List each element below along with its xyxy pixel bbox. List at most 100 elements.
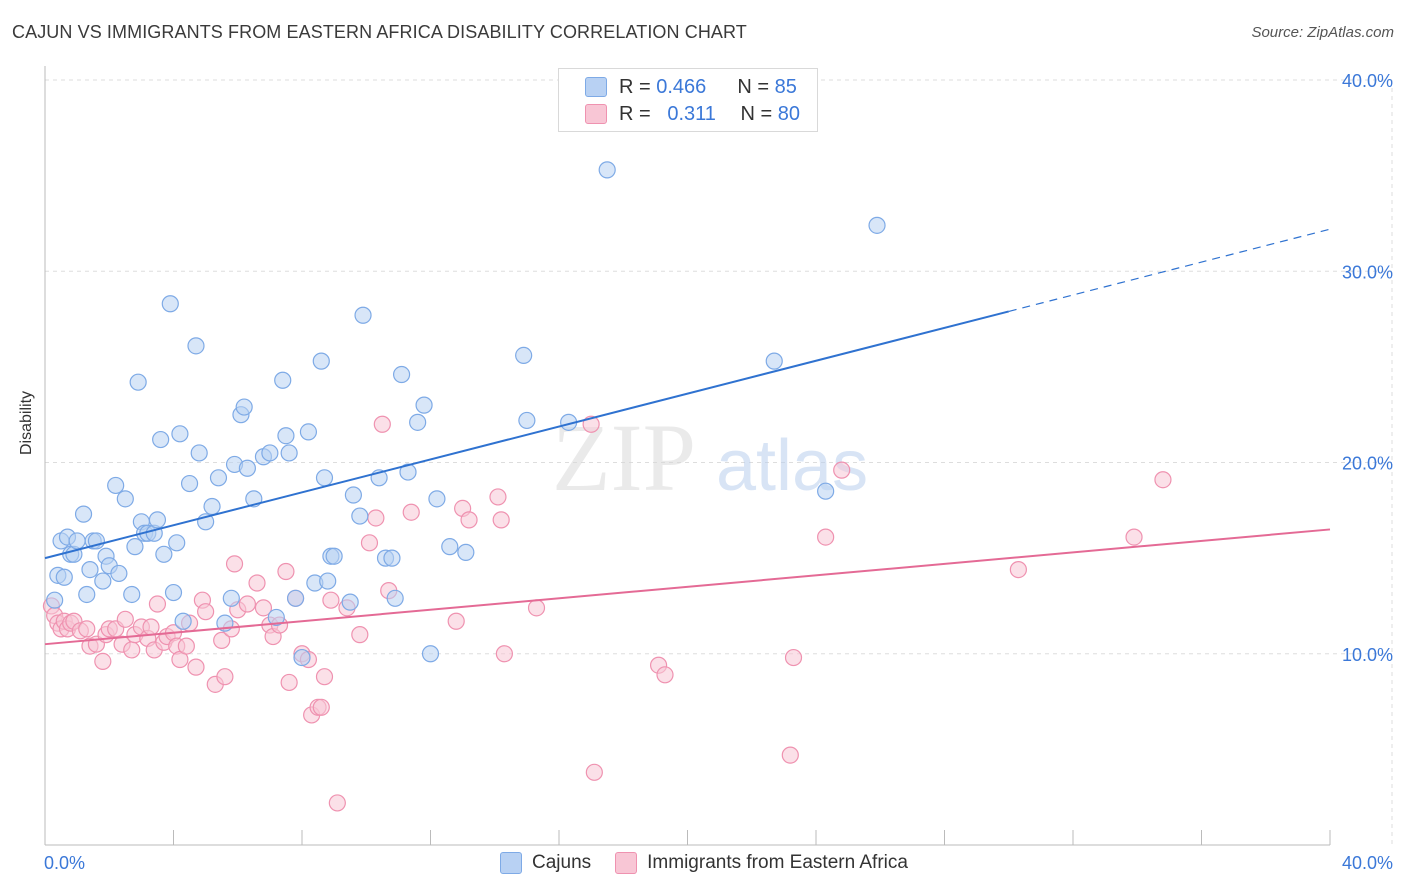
cajun-point — [280, 444, 298, 462]
cajun-point — [293, 648, 311, 667]
immigrant-point — [78, 620, 96, 638]
immigrant-point — [225, 555, 244, 573]
cajun-point — [421, 645, 440, 663]
cajun-point — [341, 593, 359, 611]
x-tick-label: 40.0% — [1342, 853, 1393, 873]
cajun-point — [174, 612, 192, 630]
cajun-point — [78, 585, 96, 604]
legend-row-cajuns: R = 0.466 N = 85 — [585, 74, 797, 100]
cajun-trend-extension — [1008, 228, 1331, 312]
immigrant-point — [527, 599, 546, 617]
immigrant-trend-line — [44, 528, 1331, 646]
tick-labels: 10.0% 20.0% 30.0% 40.0% 0.0% 40.0% — [44, 71, 1393, 873]
immigrant-point — [277, 562, 295, 581]
cajun-point — [441, 538, 459, 556]
legend-label-immigrants: Immigrants from Eastern Africa — [647, 852, 908, 873]
immigrant-point — [351, 626, 369, 644]
cajun-point — [126, 538, 144, 556]
y-tick-label: 20.0% — [1342, 454, 1393, 474]
cajun-point — [817, 482, 835, 500]
immigrant-point — [254, 599, 273, 617]
immigrant-point — [495, 645, 513, 663]
cajun-point — [351, 507, 369, 525]
legend-label-cajuns: Cajuns — [532, 852, 592, 873]
cajun-point — [180, 474, 199, 493]
immigrant-point — [213, 631, 231, 649]
cajun-point — [155, 545, 173, 563]
immigrant-point — [817, 528, 835, 546]
cajun-point — [386, 589, 404, 607]
y-tick-label: 10.0% — [1342, 645, 1393, 665]
cajun-point — [235, 398, 253, 416]
cajun-point — [209, 469, 228, 487]
cajun-point — [107, 476, 125, 495]
immigrant-point — [367, 509, 385, 527]
immigrant-point — [489, 488, 507, 506]
immigrant-point — [781, 746, 799, 764]
trend-lines — [44, 228, 1331, 646]
cajun-point — [190, 444, 208, 462]
immigrant-point — [373, 415, 391, 433]
legend-swatch-cajuns — [500, 852, 522, 874]
immigrant-point — [315, 668, 334, 686]
cajun-point — [171, 425, 189, 443]
cajun-point — [222, 589, 240, 607]
cajun-point — [286, 589, 305, 607]
cajun-point — [518, 411, 536, 430]
immigrant-point — [328, 794, 346, 812]
cajun-point — [409, 413, 427, 431]
cajun-point — [152, 430, 170, 449]
immigrant-point — [116, 610, 134, 628]
cajun-point — [515, 346, 533, 364]
cajun-point — [868, 216, 886, 234]
cajun-point — [94, 572, 112, 590]
cajun-point — [598, 161, 616, 179]
r-label: R = — [619, 75, 651, 98]
cajun-point — [428, 490, 446, 508]
immigrant-point — [360, 534, 379, 552]
immigrant-point — [1009, 560, 1027, 579]
immigrant-point — [280, 673, 298, 692]
legend-item-immigrants[interactable]: Immigrants from Eastern Africa — [615, 852, 908, 874]
legend-swatch-pink — [585, 104, 607, 124]
immigrant-point — [142, 618, 160, 636]
cajun-point — [415, 396, 433, 414]
cajun-point — [116, 490, 134, 508]
immigrant-point — [312, 698, 330, 716]
n-value: 85 — [774, 75, 797, 98]
legend-item-cajuns[interactable]: Cajuns — [500, 852, 591, 874]
cajun-point — [55, 568, 73, 586]
cajun-trend-line — [44, 310, 1009, 560]
cajun-point — [765, 352, 783, 370]
immigrant-point — [94, 652, 112, 671]
legend-swatch-blue — [585, 77, 607, 97]
n-value: 80 — [777, 102, 800, 125]
cajun-point — [299, 423, 318, 441]
cajun-point — [315, 469, 334, 487]
immigrant-point — [447, 612, 465, 630]
cajun-point — [46, 591, 64, 609]
correlation-legend: R = 0.466 N = 85 R = 0.311 N = 80 — [558, 68, 818, 132]
cajun-point — [164, 583, 183, 602]
cajun-point — [312, 352, 330, 370]
cajun-point — [392, 365, 411, 384]
legend-swatch-immigrants — [615, 852, 638, 874]
cajun-point — [74, 505, 93, 523]
immigrant-point — [148, 595, 167, 613]
immigrant-point — [187, 658, 205, 676]
immigrant-point — [492, 511, 510, 529]
immigrant-point — [197, 603, 215, 621]
immigrant-point — [238, 595, 256, 613]
cajun-point — [148, 511, 167, 529]
x-tick-label: 0.0% — [44, 853, 85, 873]
chart-title: CAJUN VS IMMIGRANTS FROM EASTERN AFRICA … — [12, 22, 747, 42]
cajun-point — [203, 497, 221, 516]
immigrant-point — [656, 666, 674, 684]
cajun-point — [267, 608, 285, 627]
cajun-point — [354, 306, 372, 324]
y-axis-label: Disability — [18, 390, 35, 455]
cajun-point — [168, 534, 186, 552]
n-label: N = — [737, 75, 770, 98]
cajun-point — [399, 463, 417, 481]
